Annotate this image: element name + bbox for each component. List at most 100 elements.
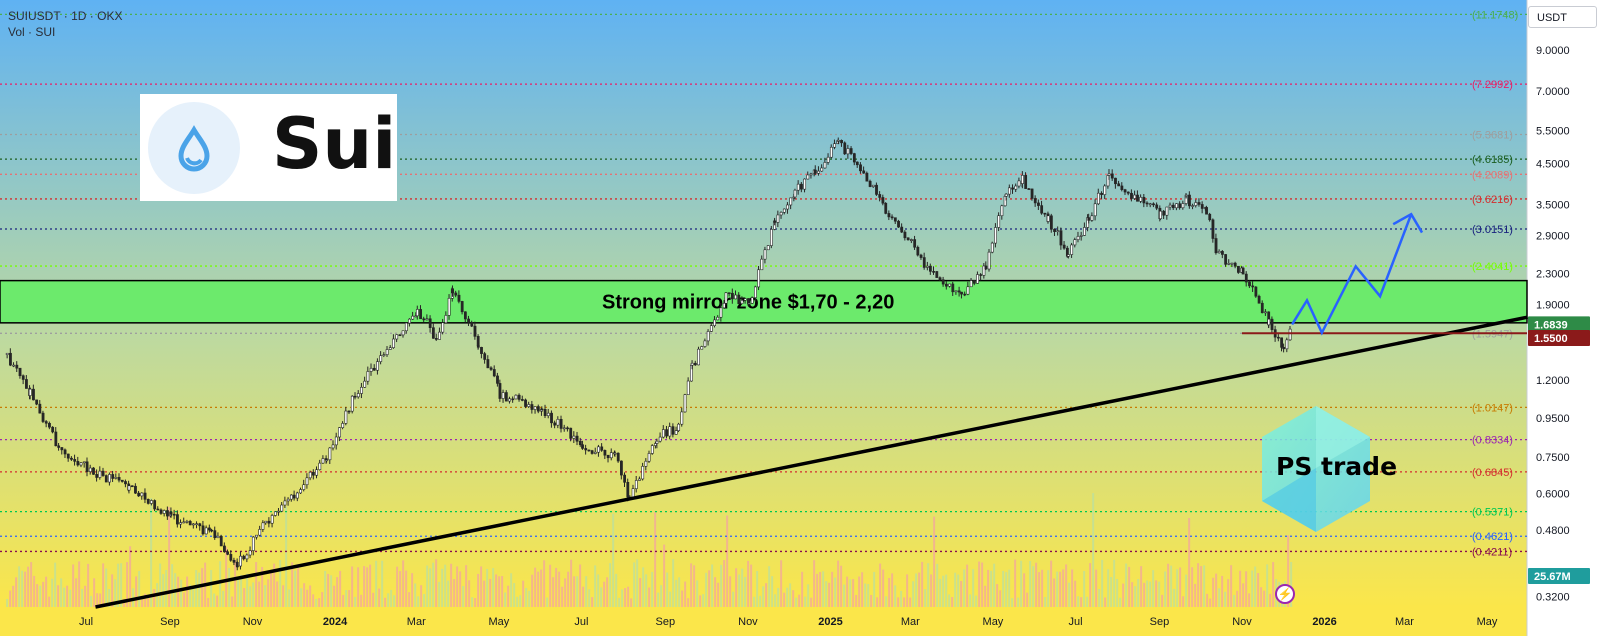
candle bbox=[1073, 239, 1077, 246]
candle bbox=[680, 411, 684, 425]
volume-bar bbox=[561, 586, 564, 607]
volume-bar bbox=[429, 568, 432, 607]
candle bbox=[1024, 175, 1028, 189]
candle bbox=[836, 140, 840, 142]
volume-bar bbox=[327, 573, 330, 607]
time-axis-tick: May bbox=[488, 616, 509, 628]
candle bbox=[283, 500, 287, 506]
volume-bar bbox=[702, 594, 705, 607]
fib-label: (0.4621) bbox=[1472, 531, 1513, 543]
symbol-line[interactable]: SUIUSDT · 1D · OKX bbox=[8, 9, 123, 23]
volume-bar bbox=[900, 590, 903, 607]
candle bbox=[1254, 286, 1258, 297]
candle bbox=[806, 174, 810, 180]
volume-bar bbox=[1236, 590, 1239, 607]
volume-bar bbox=[774, 594, 777, 607]
volume-bar bbox=[39, 585, 42, 607]
volume-bar bbox=[1044, 597, 1047, 607]
candle bbox=[1100, 192, 1103, 195]
volume-bar bbox=[1101, 559, 1104, 607]
volume-bar bbox=[513, 583, 516, 607]
volume-bar bbox=[927, 563, 930, 607]
trendline[interactable] bbox=[95, 315, 1528, 609]
volume-indicator-label[interactable]: Vol · SUI bbox=[8, 25, 56, 39]
volume-bar bbox=[486, 568, 489, 607]
candle bbox=[1221, 251, 1224, 255]
volume-bar bbox=[1221, 575, 1224, 607]
volume-bar bbox=[276, 581, 279, 607]
volume-bar bbox=[876, 597, 879, 607]
volume-bar bbox=[1065, 564, 1068, 607]
mirror-zone[interactable] bbox=[0, 279, 1528, 324]
candle bbox=[823, 162, 827, 169]
time-axis-tick: Sep bbox=[1150, 616, 1170, 628]
volume-bar bbox=[1086, 596, 1089, 607]
candle bbox=[606, 454, 610, 459]
fib-label: (0.6845) bbox=[1472, 467, 1513, 479]
candle bbox=[201, 525, 205, 535]
volume-bar bbox=[1182, 596, 1185, 607]
volume-bar bbox=[354, 596, 357, 607]
volume-bar bbox=[423, 593, 426, 607]
candle bbox=[473, 325, 477, 337]
volume-bar bbox=[33, 575, 36, 607]
fib-label: (2.4041) bbox=[1472, 261, 1513, 273]
volume-bar bbox=[1026, 592, 1029, 607]
volume-bar bbox=[309, 585, 312, 607]
price-axis-tick: 1.2000 bbox=[1536, 375, 1570, 387]
volume-bar bbox=[393, 595, 396, 607]
volume-bar bbox=[921, 561, 924, 607]
volume-bar bbox=[489, 579, 492, 607]
volume-bar bbox=[669, 591, 672, 607]
candle bbox=[179, 522, 183, 525]
candle bbox=[60, 447, 64, 451]
candle bbox=[235, 565, 239, 568]
volume-bar bbox=[42, 581, 45, 607]
volume-bar bbox=[171, 564, 174, 607]
projection-path[interactable] bbox=[1291, 213, 1413, 336]
candle bbox=[1244, 273, 1248, 283]
candle bbox=[242, 555, 246, 560]
candle bbox=[1148, 203, 1152, 206]
lightning-icon[interactable]: ⚡ bbox=[1275, 584, 1295, 604]
candle bbox=[1194, 202, 1198, 206]
candle bbox=[51, 426, 55, 433]
candle bbox=[143, 492, 147, 500]
volume-bar bbox=[240, 574, 243, 607]
candle bbox=[146, 499, 150, 504]
volume-bar bbox=[153, 589, 156, 607]
volume-bar bbox=[816, 573, 819, 607]
candle bbox=[575, 435, 579, 442]
volume-bar bbox=[465, 565, 468, 607]
volume-bar bbox=[963, 569, 966, 607]
volume-bar bbox=[825, 581, 828, 607]
volume-bar bbox=[75, 578, 78, 607]
volume-bar bbox=[297, 564, 300, 607]
price-axis-tick: 3.5000 bbox=[1536, 200, 1570, 212]
candle bbox=[28, 388, 32, 396]
candle bbox=[356, 393, 360, 398]
volume-bar bbox=[87, 563, 90, 607]
candle bbox=[392, 338, 395, 348]
fib-label: (0.8334) bbox=[1472, 435, 1513, 447]
volume-bar bbox=[894, 585, 897, 607]
candle bbox=[641, 466, 645, 480]
candle bbox=[32, 388, 35, 401]
volume-bar bbox=[144, 593, 147, 607]
candle bbox=[972, 280, 976, 284]
candle bbox=[312, 471, 315, 476]
candle bbox=[984, 265, 988, 270]
volume-bar bbox=[1215, 573, 1218, 607]
candle bbox=[1162, 210, 1166, 216]
candle bbox=[1270, 318, 1274, 330]
candle bbox=[434, 338, 438, 340]
candle bbox=[1067, 254, 1070, 257]
price-axis-tick: 0.9500 bbox=[1536, 413, 1570, 425]
candle bbox=[156, 508, 160, 511]
candle bbox=[1103, 185, 1107, 195]
candle bbox=[331, 444, 335, 449]
candle bbox=[1014, 185, 1018, 190]
volume-bar bbox=[786, 587, 789, 607]
currency-button[interactable]: USDT bbox=[1528, 6, 1597, 28]
